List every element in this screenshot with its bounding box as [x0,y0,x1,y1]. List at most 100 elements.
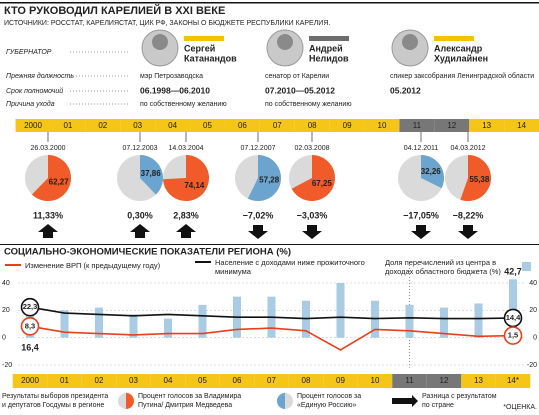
category-band [254,374,289,388]
legend-swatch [522,262,531,271]
x-tick-label: 12 [440,376,449,385]
first-name: Александр [434,43,483,53]
pie-label: 67,25 [312,179,333,188]
category-band [81,374,117,388]
y2-tick-label: 0 [533,334,537,341]
diff-label: 11,33% [33,210,63,220]
bar [440,307,448,338]
note: *ОЦЕНКА. [503,404,537,411]
bar [405,304,414,338]
diff-label: −8,22% [453,210,484,220]
y-tick-label: 20 [2,307,10,314]
last-name: Катанандов [184,53,237,63]
category-band [12,374,48,388]
diff-arrow [176,224,196,238]
y-tick-label: -20 [2,362,12,369]
timeline-segment [329,119,365,132]
governor-color [434,36,474,41]
timeline-segment [399,119,435,132]
timeline-segment [224,119,260,132]
timeline-segment [434,119,470,132]
footer-pie-icon [277,393,285,409]
timeline-year: 02 [98,121,107,130]
timeline-segment [50,119,86,132]
election-date: 04.03.2012 [450,145,485,152]
footer-pie-icon-rest [118,393,126,409]
y-tick-label: 0 [2,334,6,341]
x-tick-label: 06 [233,376,242,385]
legend-label: Доля перечислений из центра в доходах об… [385,258,501,276]
category-band [357,374,393,388]
x-tick-label: 07 [267,376,276,385]
footer-president: Процент голосов за Владимира Путина/ Дми… [138,393,242,409]
category-band [461,374,496,388]
diff-arrow [458,225,478,239]
portrait-head [402,34,418,50]
category-band [116,374,151,388]
timeline-segment [364,119,400,132]
end-point [20,297,40,317]
pie-label: 62,27 [49,177,70,186]
timeline-segment [294,119,330,132]
pie-slice [421,155,445,189]
point-value-label: 8,3 [25,321,35,330]
bar [60,310,69,338]
pie-slice [460,155,492,202]
legend-label: Население с доходами ниже прожиточного м… [215,258,365,276]
timeline-year: 07 [273,121,282,130]
reason: по собственному желанию [265,100,352,108]
diff-arrow [38,224,58,238]
position: мэр Петрозаводска [140,73,203,80]
governor-color [184,36,224,41]
x-tick-label: 2000 [21,376,39,385]
timeline-year: 04 [168,121,177,130]
timeline-year: 10 [378,121,387,130]
category-band [495,374,531,388]
title: КТО РУКОВОДИЛ КАРЕЛИЕЙ В XXI ВЕКЕ [4,4,225,17]
x-tick-label: 03 [129,376,138,385]
term: 07.2010—05.2012 [265,85,335,95]
footer-party: Процент голосов за «Единую Россию» [297,393,362,409]
pie-slice [247,155,281,202]
x-tick-label: 01 [60,376,69,385]
timeline-segment [120,119,156,132]
end-point [20,317,40,336]
x-tick-label: 04 [164,376,173,385]
x-tick-label: 13 [474,376,483,385]
y-tick-label: 40 [2,280,10,287]
election-date: 07.12.2003 [122,145,157,152]
timeline-year: 03 [133,121,142,130]
footer-arrow-icon [392,395,418,407]
timeline-segment [155,119,191,132]
timeline-year: 09 [343,121,352,130]
footer-pie-icon-rest [285,393,293,409]
category-band [150,374,186,388]
timeline-year: 11 [413,121,422,130]
bar [474,303,483,338]
footer-diff: Разница с результатом по стране [422,393,497,409]
category-band [219,374,255,388]
bar-value-label: 42,7 [504,267,522,277]
point-value-label: 14,4 [506,313,521,322]
y2-tick-label: 20 [529,307,537,314]
pie-slice [163,155,210,201]
governor-color [309,36,349,41]
pie-slice [31,155,71,202]
top-rule [0,2,539,4]
timeline-segment [15,119,51,132]
election-date: 07.12.2007 [240,145,275,152]
row-label: Срок полномочий [6,87,63,95]
timeline-year: 14 [517,121,526,130]
section-rule [0,244,539,245]
diff-label: −17,05% [403,210,439,220]
bar [509,279,517,338]
diff-arrow [302,225,322,239]
pie-slice [291,155,335,202]
timeline-year: 12 [447,121,456,130]
row-label: Прежняя должность [6,72,74,80]
diff-label: 0,30% [127,210,153,220]
line [29,306,514,320]
x-tick-label: 10 [371,376,380,385]
point-value-label: 1,5 [508,331,518,340]
